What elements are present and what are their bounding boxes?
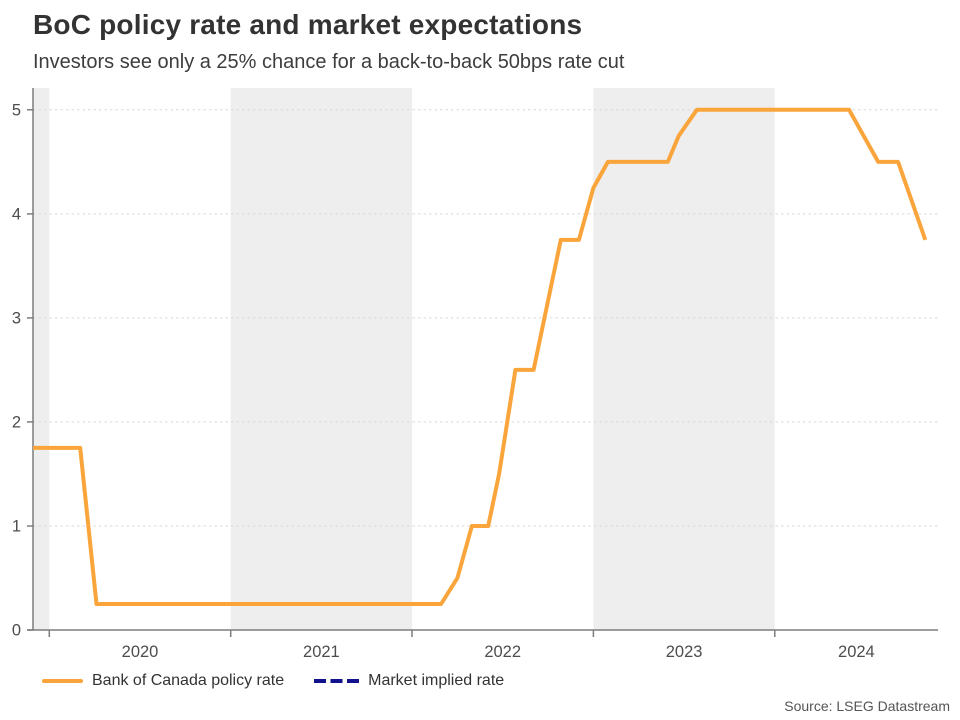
x-year-label: 2022 [484,643,521,661]
x-year-label: 2021 [303,643,340,661]
chart-legend: Bank of Canada policy rate Market implie… [42,672,504,690]
policy-rate-line [33,107,928,606]
chart-title: BoC policy rate and market expectations [33,9,583,40]
y-tick-label: 3 [12,309,21,327]
year-shading-band [593,88,775,630]
legend-label-policy-rate: Bank of Canada policy rate [92,672,285,689]
year-shading-band [230,88,413,630]
y-tick-label: 4 [12,205,21,223]
x-year-label: 2023 [666,643,703,661]
y-tick-label: 5 [12,101,21,119]
x-year-label: 2024 [838,643,875,661]
legend-item-policy-rate: Bank of Canada policy rate [42,672,284,690]
source-attribution: Source: LSEG Datastream [784,698,950,714]
y-tick-label: 1 [12,518,21,536]
policy-rate-line-swatch-icon [42,679,83,683]
year-shading-band [33,88,50,630]
y-tick-label: 0 [12,622,21,640]
market-implied-line-swatch-icon [314,679,360,683]
legend-label-market-implied: Market implied rate [368,672,505,689]
legend-item-market-implied: Market implied rate [314,672,504,690]
chart-subtitle: Investors see only a 25% chance for a ba… [33,51,625,73]
y-tick-label: 2 [12,413,21,431]
x-year-label: 2020 [122,643,159,661]
